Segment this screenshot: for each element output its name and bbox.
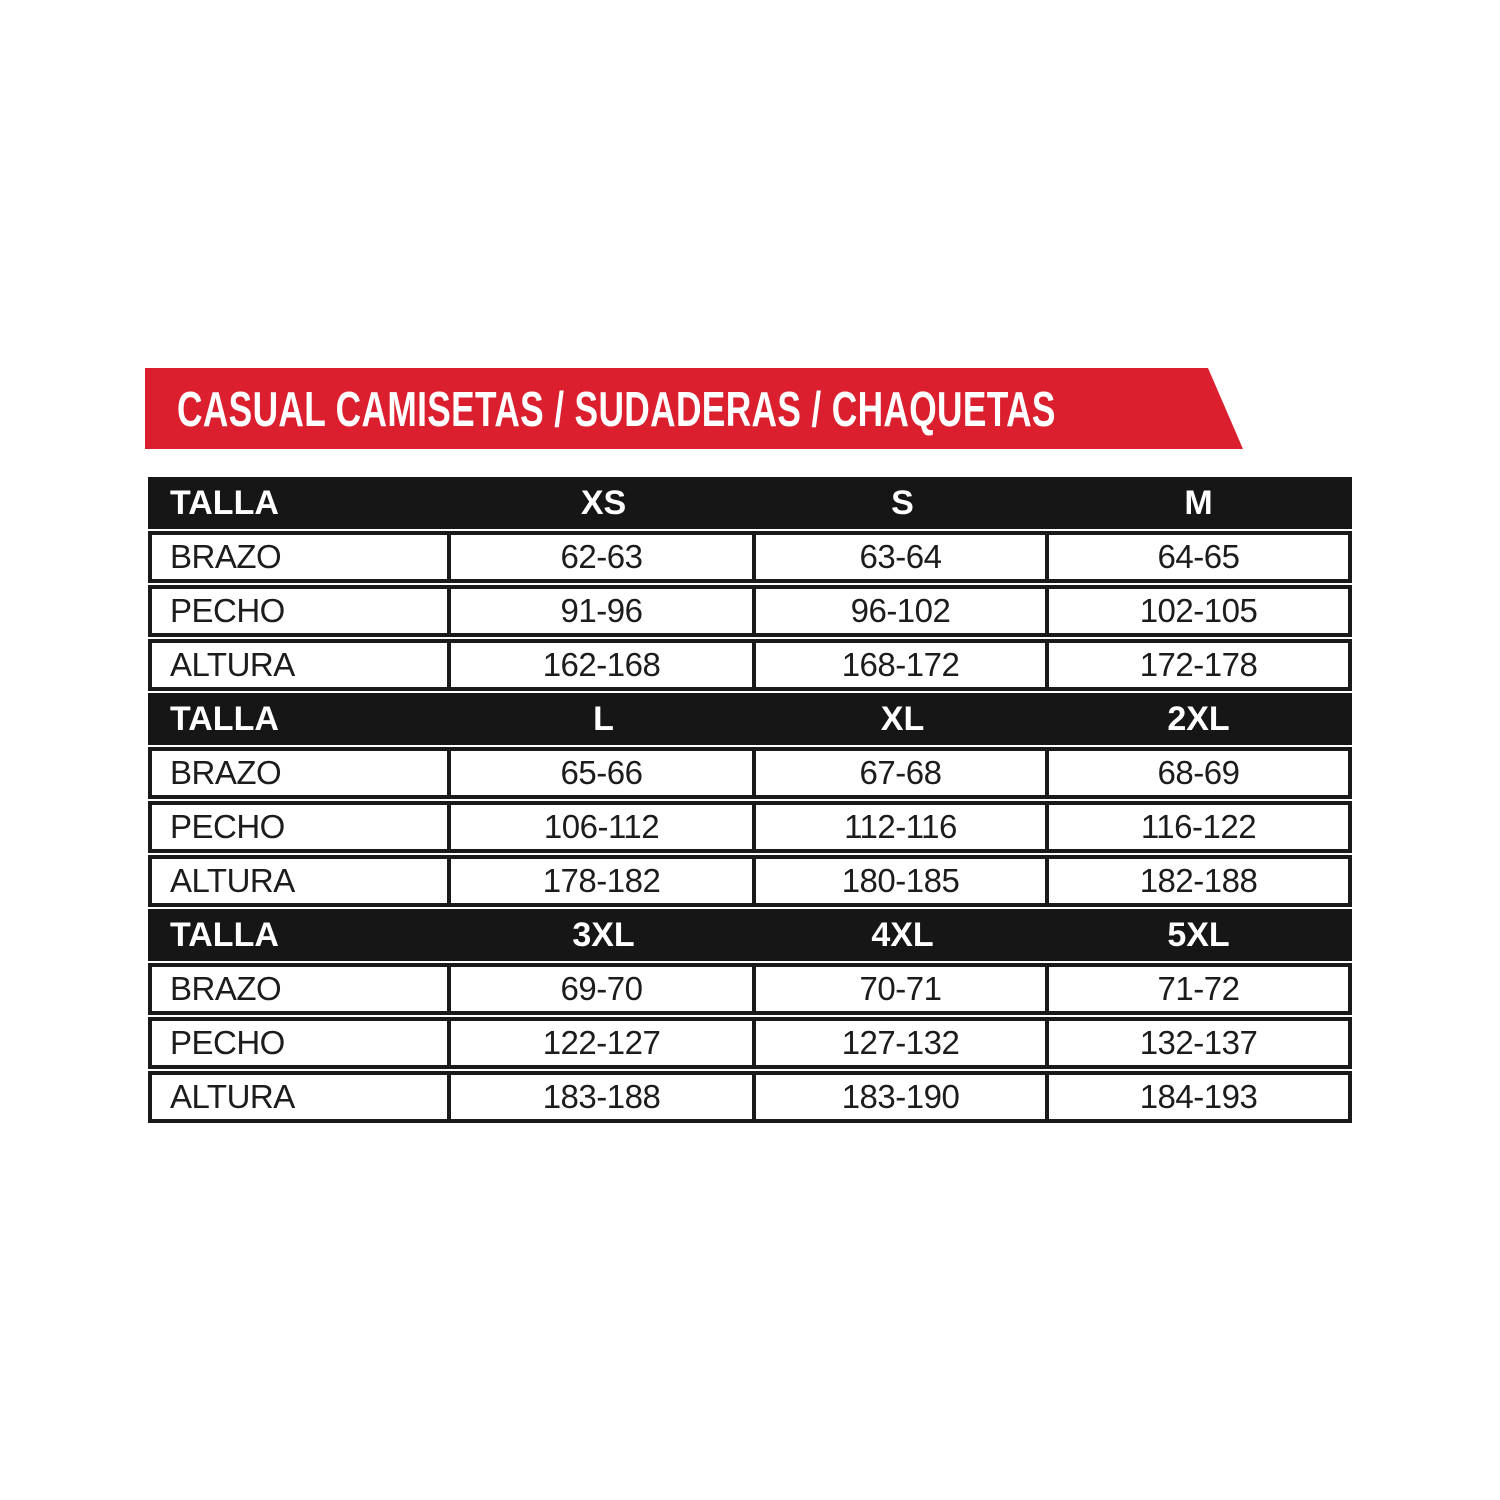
measure-row-pecho: PECHO 91-96 96-102 102-105 [148, 585, 1352, 637]
size-name-cell: 3XL [572, 915, 635, 954]
size-header-row-3: TALLA 3XL 4XL 5XL [148, 909, 1352, 961]
size-name-cell: M [1184, 483, 1213, 522]
measure-value-cell: 116-122 [1140, 808, 1257, 845]
size-name-cell: S [891, 483, 914, 522]
measure-value-cell: 65-66 [451, 751, 756, 795]
measure-label-cell: BRAZO [152, 751, 451, 795]
size-header-row-2: TALLA L XL 2XL [148, 693, 1352, 745]
measure-value-cell: 182-188 [1139, 862, 1258, 899]
measure-label-cell: PECHO [152, 1021, 451, 1065]
measure-row-brazo: BRAZO 62-63 63-64 64-65 [148, 531, 1352, 583]
measure-label-cell: ALTURA [152, 1075, 451, 1119]
measure-value-cell: 70-71 [756, 967, 1049, 1011]
measure-value-cell: 183-188 [451, 1075, 756, 1119]
measure-value-cell: 178-182 [451, 859, 756, 903]
size-table: TALLA XS S M BRAZO 62-63 63-64 64-65 PECHO 91-96 9… [148, 477, 1352, 1123]
measure-value-cell: 102-105 [1139, 592, 1258, 629]
measure-value-cell: 62-63 [451, 535, 756, 579]
measure-value-cell: 68-69 [1157, 754, 1240, 791]
measure-value-cell: 91-96 [451, 589, 756, 633]
measure-row-brazo: BRAZO 69-70 70-71 71-72 [148, 963, 1352, 1015]
measure-row-brazo: BRAZO 65-66 67-68 68-69 [148, 747, 1352, 799]
size-header-row-1: TALLA XS S M [148, 477, 1352, 529]
measure-value-cell: 67-68 [756, 751, 1049, 795]
measure-value-cell: 69-70 [451, 967, 756, 1011]
size-name-cell: 5XL [1167, 915, 1230, 954]
size-name-cell: 2XL [1167, 699, 1230, 738]
measure-value-cell: 112-116 [756, 805, 1049, 849]
measure-value-cell: 183-190 [756, 1075, 1049, 1119]
size-name-cell: XS [580, 483, 627, 522]
measure-value-cell: 106-112 [451, 805, 756, 849]
measure-value-cell: 127-132 [756, 1021, 1049, 1065]
measure-value-cell: 132-137 [1139, 1024, 1258, 1061]
size-name-cell: XL [880, 699, 925, 738]
measure-row-altura: ALTURA 183-188 183-190 184-193 [148, 1071, 1352, 1123]
talla-header-cell: TALLA [170, 915, 279, 954]
measure-value-cell: 96-102 [756, 589, 1049, 633]
measure-row-pecho: PECHO 106-112 112-116 116-122 [148, 801, 1352, 853]
measure-value-cell: 162-168 [451, 643, 756, 687]
measure-value-cell: 168-172 [756, 643, 1049, 687]
measure-value-cell: 180-185 [756, 859, 1049, 903]
measure-value-cell: 63-64 [756, 535, 1049, 579]
measure-row-altura: ALTURA 162-168 168-172 172-178 [148, 639, 1352, 691]
measure-value-cell: 184-193 [1139, 1078, 1258, 1115]
measure-value-cell: 122-127 [451, 1021, 756, 1065]
measure-label-cell: BRAZO [152, 967, 451, 1011]
measure-label-cell: PECHO [152, 589, 451, 633]
measure-value-cell: 71-72 [1157, 970, 1240, 1007]
measure-row-pecho: PECHO 122-127 127-132 132-137 [148, 1017, 1352, 1069]
measure-label-cell: ALTURA [152, 643, 451, 687]
measure-value-cell: 172-178 [1139, 646, 1258, 683]
measure-label-cell: BRAZO [152, 535, 451, 579]
size-name-cell: L [593, 699, 614, 738]
section-title: CASUAL CAMISETAS / SUDADERAS / CHAQUETAS [177, 382, 1056, 437]
measure-row-altura: ALTURA 178-182 180-185 182-188 [148, 855, 1352, 907]
talla-header-cell: TALLA [170, 483, 279, 522]
measure-label-cell: ALTURA [152, 859, 451, 903]
talla-header-cell: TALLA [170, 699, 279, 738]
measure-label-cell: PECHO [152, 805, 451, 849]
section-banner: CASUAL CAMISETAS / SUDADERAS / CHAQUETAS [145, 368, 1243, 449]
size-name-cell: 4XL [871, 915, 934, 954]
measure-value-cell: 64-65 [1157, 538, 1240, 575]
